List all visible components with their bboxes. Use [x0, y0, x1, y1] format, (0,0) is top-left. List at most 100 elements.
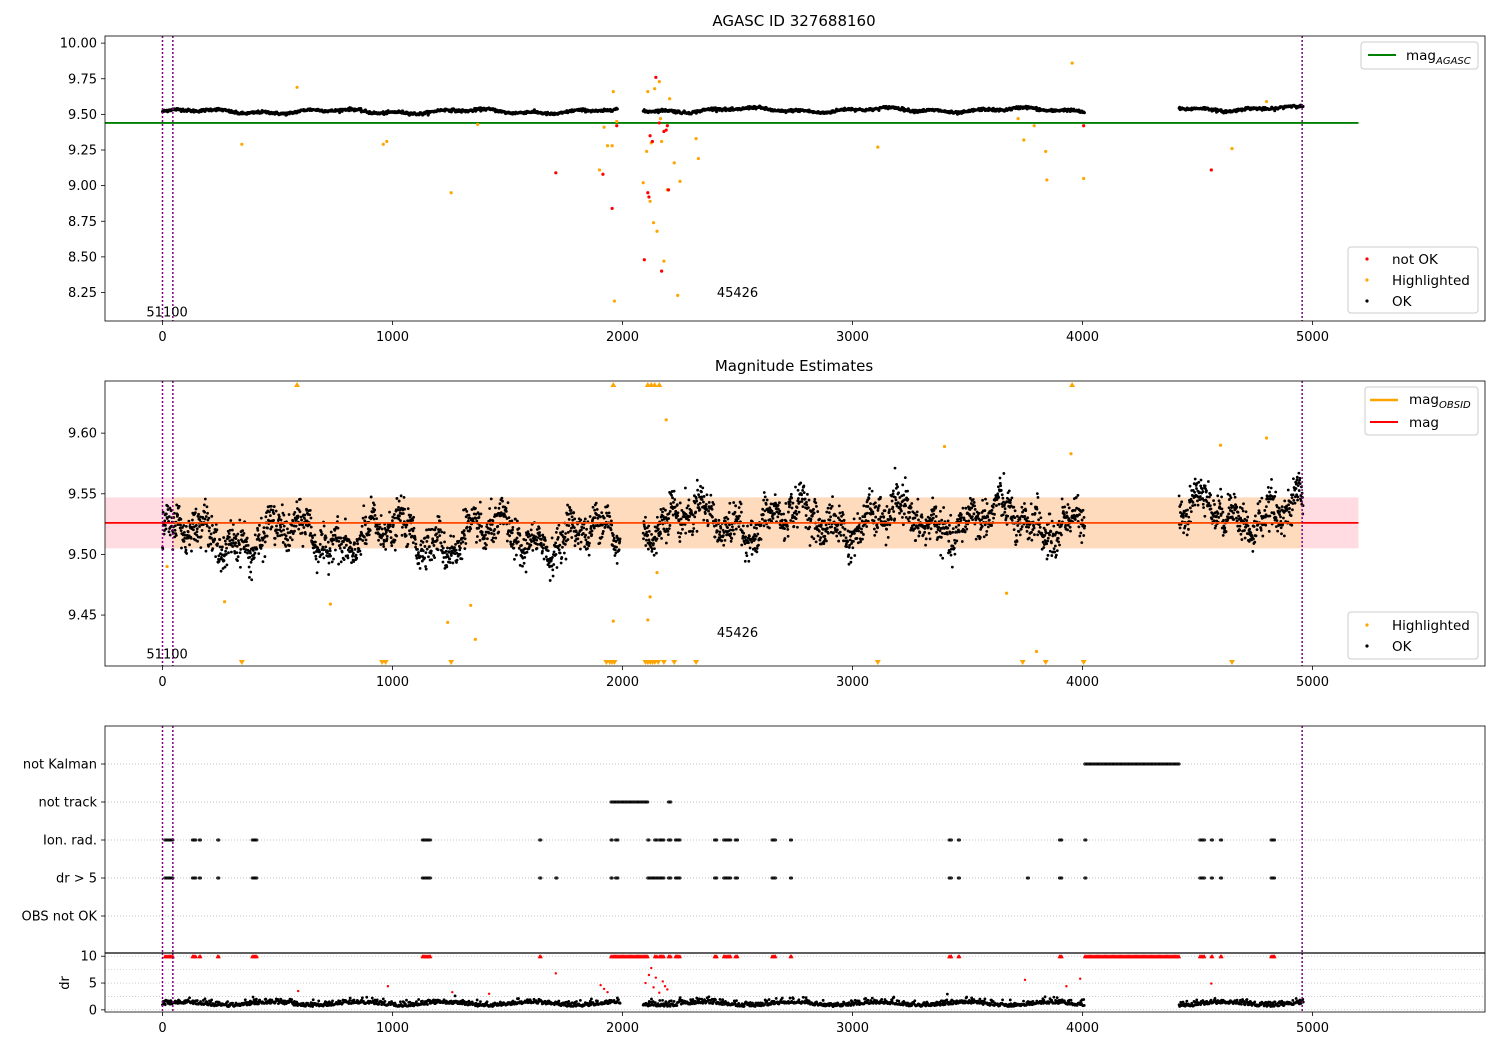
- ok-point: [220, 548, 224, 552]
- ok-point: [454, 548, 458, 552]
- ok-point: [1056, 536, 1060, 540]
- ok-point: [594, 501, 598, 505]
- ok-point: [284, 534, 288, 538]
- ok-point: [826, 531, 830, 535]
- ok-point: [403, 507, 407, 511]
- ok-point: [492, 532, 496, 536]
- ok-point: [298, 497, 302, 501]
- ok-point: [700, 498, 704, 501]
- ok-point: [428, 545, 431, 548]
- ok-point: [789, 492, 793, 496]
- ok-point: [734, 527, 738, 531]
- ok-point: [980, 518, 984, 522]
- ok-point: [436, 535, 439, 539]
- ok-point: [298, 510, 302, 514]
- ok-point: [1060, 533, 1063, 537]
- ok-point: [1067, 506, 1071, 510]
- ok-point: [251, 549, 255, 552]
- ok-point: [980, 525, 984, 528]
- ok-point: [518, 533, 522, 537]
- ok-point: [610, 523, 614, 527]
- ok-point: [931, 496, 935, 500]
- ok-point: [903, 476, 907, 480]
- ok-point: [316, 560, 320, 564]
- ok-point: [612, 536, 616, 540]
- ok-point: [463, 537, 467, 541]
- ok-point: [449, 554, 453, 557]
- ok-point: [353, 547, 357, 551]
- ok-point: [954, 525, 958, 529]
- ok-point: [949, 553, 953, 557]
- ok-point: [1024, 509, 1028, 512]
- ok-point: [761, 507, 765, 511]
- ok-point: [773, 493, 777, 497]
- ok-point: [222, 536, 226, 539]
- highlighted-point: [662, 259, 666, 263]
- ok-point: [293, 510, 297, 514]
- ok-point: [173, 524, 177, 528]
- ok-point: [400, 533, 404, 537]
- ok-point: [176, 513, 180, 517]
- ok-point: [404, 534, 408, 538]
- ok-point: [1083, 524, 1087, 528]
- ok-point: [318, 550, 322, 554]
- ok-point: [1201, 502, 1205, 506]
- ok-point: [235, 551, 239, 555]
- ok-point: [483, 537, 486, 540]
- ok-point: [423, 545, 427, 548]
- ok-point: [551, 574, 555, 578]
- ok-point: [797, 510, 801, 514]
- ok-point: [397, 505, 400, 509]
- ok-point: [1044, 531, 1048, 535]
- ok-point: [314, 554, 318, 558]
- ok-point: [205, 524, 209, 528]
- ok-point: [996, 492, 1000, 496]
- ok-point: [849, 560, 853, 564]
- ok-point: [576, 542, 580, 545]
- ok-point: [352, 560, 356, 563]
- ok-point: [563, 543, 567, 546]
- ok-point: [871, 512, 875, 516]
- ok-point: [877, 109, 881, 113]
- ok-point: [972, 512, 976, 516]
- ok-point: [293, 529, 296, 533]
- ok-point: [260, 543, 264, 547]
- ok-point: [819, 536, 823, 540]
- ok-point: [463, 547, 467, 551]
- ok-point: [299, 515, 303, 519]
- ok-point: [303, 517, 306, 520]
- not-ok-point: [654, 75, 658, 79]
- ok-point: [902, 512, 906, 516]
- ok-point: [1191, 500, 1195, 504]
- ok-point: [194, 524, 198, 527]
- ok-point: [906, 489, 909, 493]
- ok-point: [1080, 541, 1084, 545]
- ok-point: [168, 533, 172, 537]
- ok-point: [378, 525, 382, 529]
- ok-point: [372, 517, 376, 521]
- ok-point: [439, 541, 443, 545]
- ok-point: [666, 533, 670, 537]
- ok-point: [985, 533, 988, 537]
- ok-point: [247, 565, 251, 569]
- highlighted-point: [676, 293, 680, 297]
- ok-point: [319, 530, 323, 534]
- ok-point: [494, 536, 498, 540]
- ok-point: [782, 512, 785, 516]
- ok-point: [924, 543, 927, 547]
- ok-point: [593, 516, 597, 520]
- ok-point: [921, 533, 925, 537]
- ok-point: [198, 518, 202, 522]
- ok-point: [876, 509, 880, 512]
- ok-point: [537, 526, 541, 530]
- ok-point: [698, 508, 702, 511]
- ok-point: [764, 519, 767, 523]
- ok-point: [321, 552, 324, 556]
- ok-point: [590, 529, 594, 533]
- ok-point: [762, 498, 766, 502]
- ok-point: [582, 526, 586, 530]
- ok-point: [280, 533, 284, 537]
- ok-point: [814, 540, 818, 544]
- ok-point: [849, 556, 853, 560]
- ok-point: [835, 534, 839, 538]
